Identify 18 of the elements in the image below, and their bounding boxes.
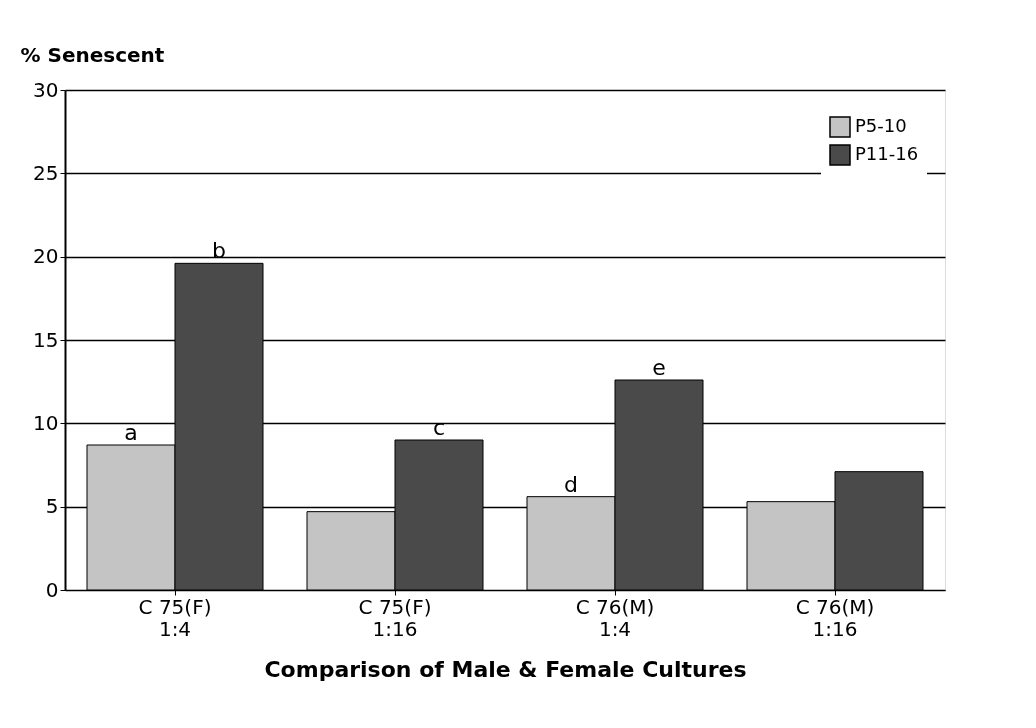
- legend-label: P5-10: [855, 115, 907, 136]
- x-tick-label: C 76(M) 1:4: [575, 594, 655, 641]
- y-axis-title: % Senescent: [20, 42, 165, 67]
- x-tick-label: C 76(M) 1:16: [795, 594, 875, 641]
- annotation: e: [652, 355, 666, 380]
- x-axis-title: Comparison of Male & Female Cultures: [264, 656, 747, 682]
- y-tick-label: 5: [45, 494, 59, 519]
- y-tick-label: 15: [33, 327, 59, 352]
- y-tick-label: 10: [33, 410, 59, 435]
- y-tick-label: 20: [33, 244, 59, 269]
- y-tick-label: 25: [33, 160, 59, 185]
- annotation: a: [124, 420, 138, 445]
- x-tick-label: C 75(F) 1:16: [358, 594, 432, 641]
- annotation: d: [564, 471, 578, 497]
- legend-label: P11-16: [855, 143, 919, 164]
- x-tick-label: C 75(F) 1:4: [138, 594, 212, 641]
- y-tick-label: 30: [33, 77, 59, 102]
- y-tick-label: 0: [45, 577, 59, 602]
